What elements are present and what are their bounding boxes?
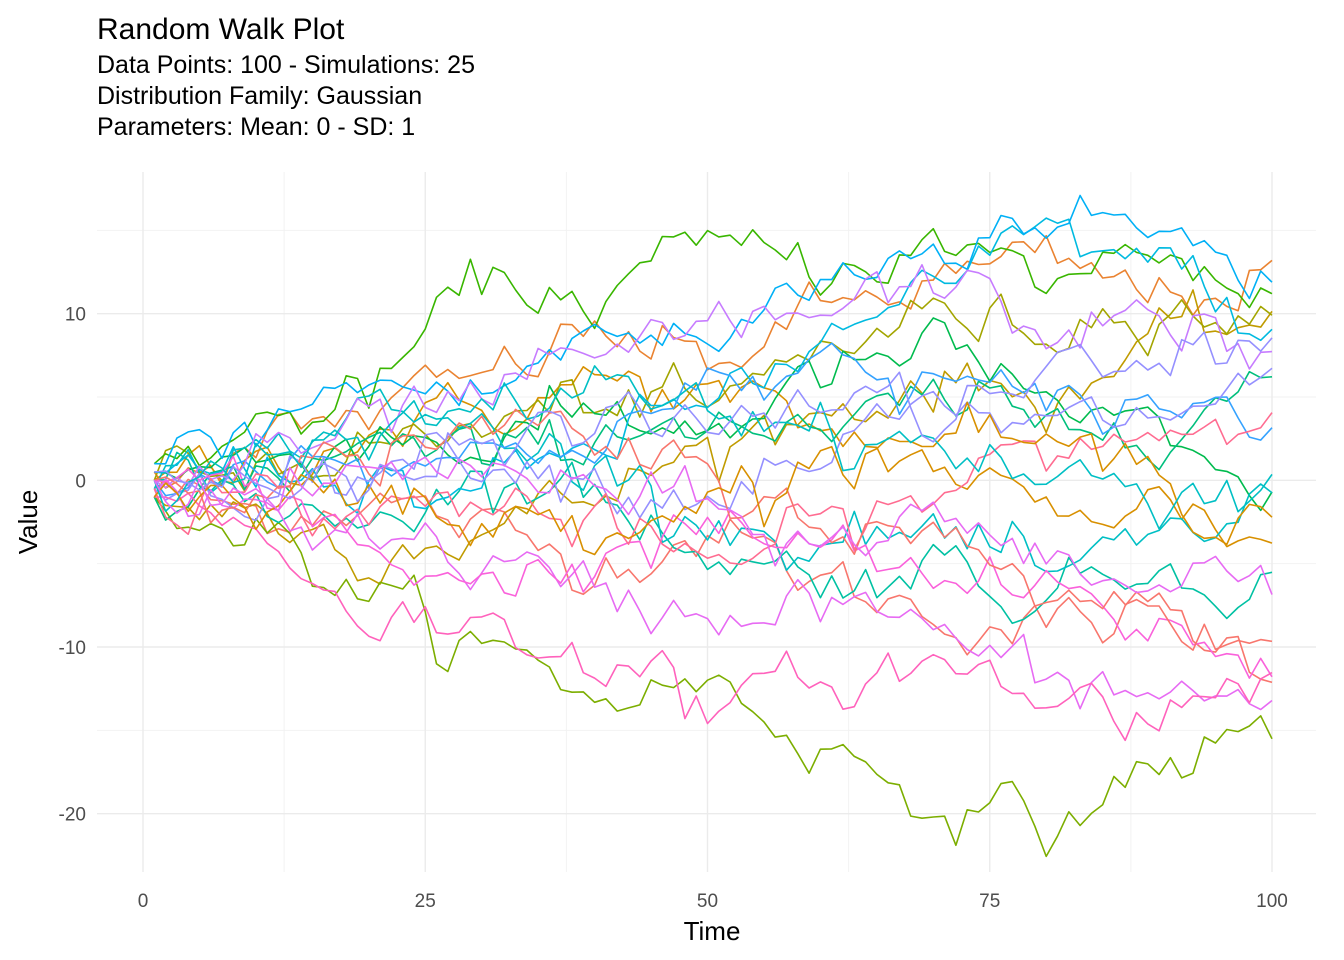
x-axis-title: Time (684, 916, 741, 946)
chart-title: Random Walk Plot (97, 13, 345, 46)
series-line (154, 317, 1273, 512)
tick-labels: 0 25 50 75 100 -20 -10 0 10 (59, 305, 1288, 912)
y-tick-label: 0 (75, 471, 86, 492)
y-tick-label: -20 (59, 805, 86, 826)
series-line (153, 289, 1273, 585)
x-tick-label: 75 (979, 891, 1000, 912)
subtitle-line: Data Points: 100 - Simulations: 25 (97, 51, 475, 79)
y-tick-label: 10 (65, 305, 86, 326)
series-lines (153, 194, 1273, 858)
x-tick-label: 0 (138, 891, 149, 912)
subtitle-line: Distribution Family: Gaussian (97, 82, 423, 110)
series-line (153, 456, 1273, 595)
subtitle-line: Parameters: Mean: 0 - SD: 1 (97, 113, 416, 141)
major-gridlines (97, 172, 1316, 872)
series-line (153, 264, 1273, 489)
series-line (153, 412, 1273, 566)
x-tick-label: 25 (415, 891, 436, 912)
series-line (154, 408, 1273, 651)
series-line (153, 401, 1273, 556)
series-line (153, 234, 1273, 489)
y-tick-label: -10 (59, 638, 86, 659)
x-tick-label: 100 (1256, 891, 1288, 912)
series-line (153, 388, 1273, 573)
x-tick-label: 50 (697, 891, 718, 912)
chart-subtitle: Data Points: 100 - Simulations: 25 Distr… (97, 50, 475, 143)
series-line (153, 365, 1273, 530)
y-axis-title: Value (13, 490, 43, 555)
series-line (153, 478, 1273, 684)
series-line (153, 496, 1273, 858)
chart-title-block: Random Walk Plot Data Points: 100 - Simu… (97, 10, 475, 143)
series-line (153, 227, 1273, 467)
series-line (154, 194, 1273, 465)
series-line (153, 478, 1273, 711)
series-line (153, 342, 1273, 497)
series-line (153, 370, 1273, 521)
series-line (154, 492, 1273, 742)
